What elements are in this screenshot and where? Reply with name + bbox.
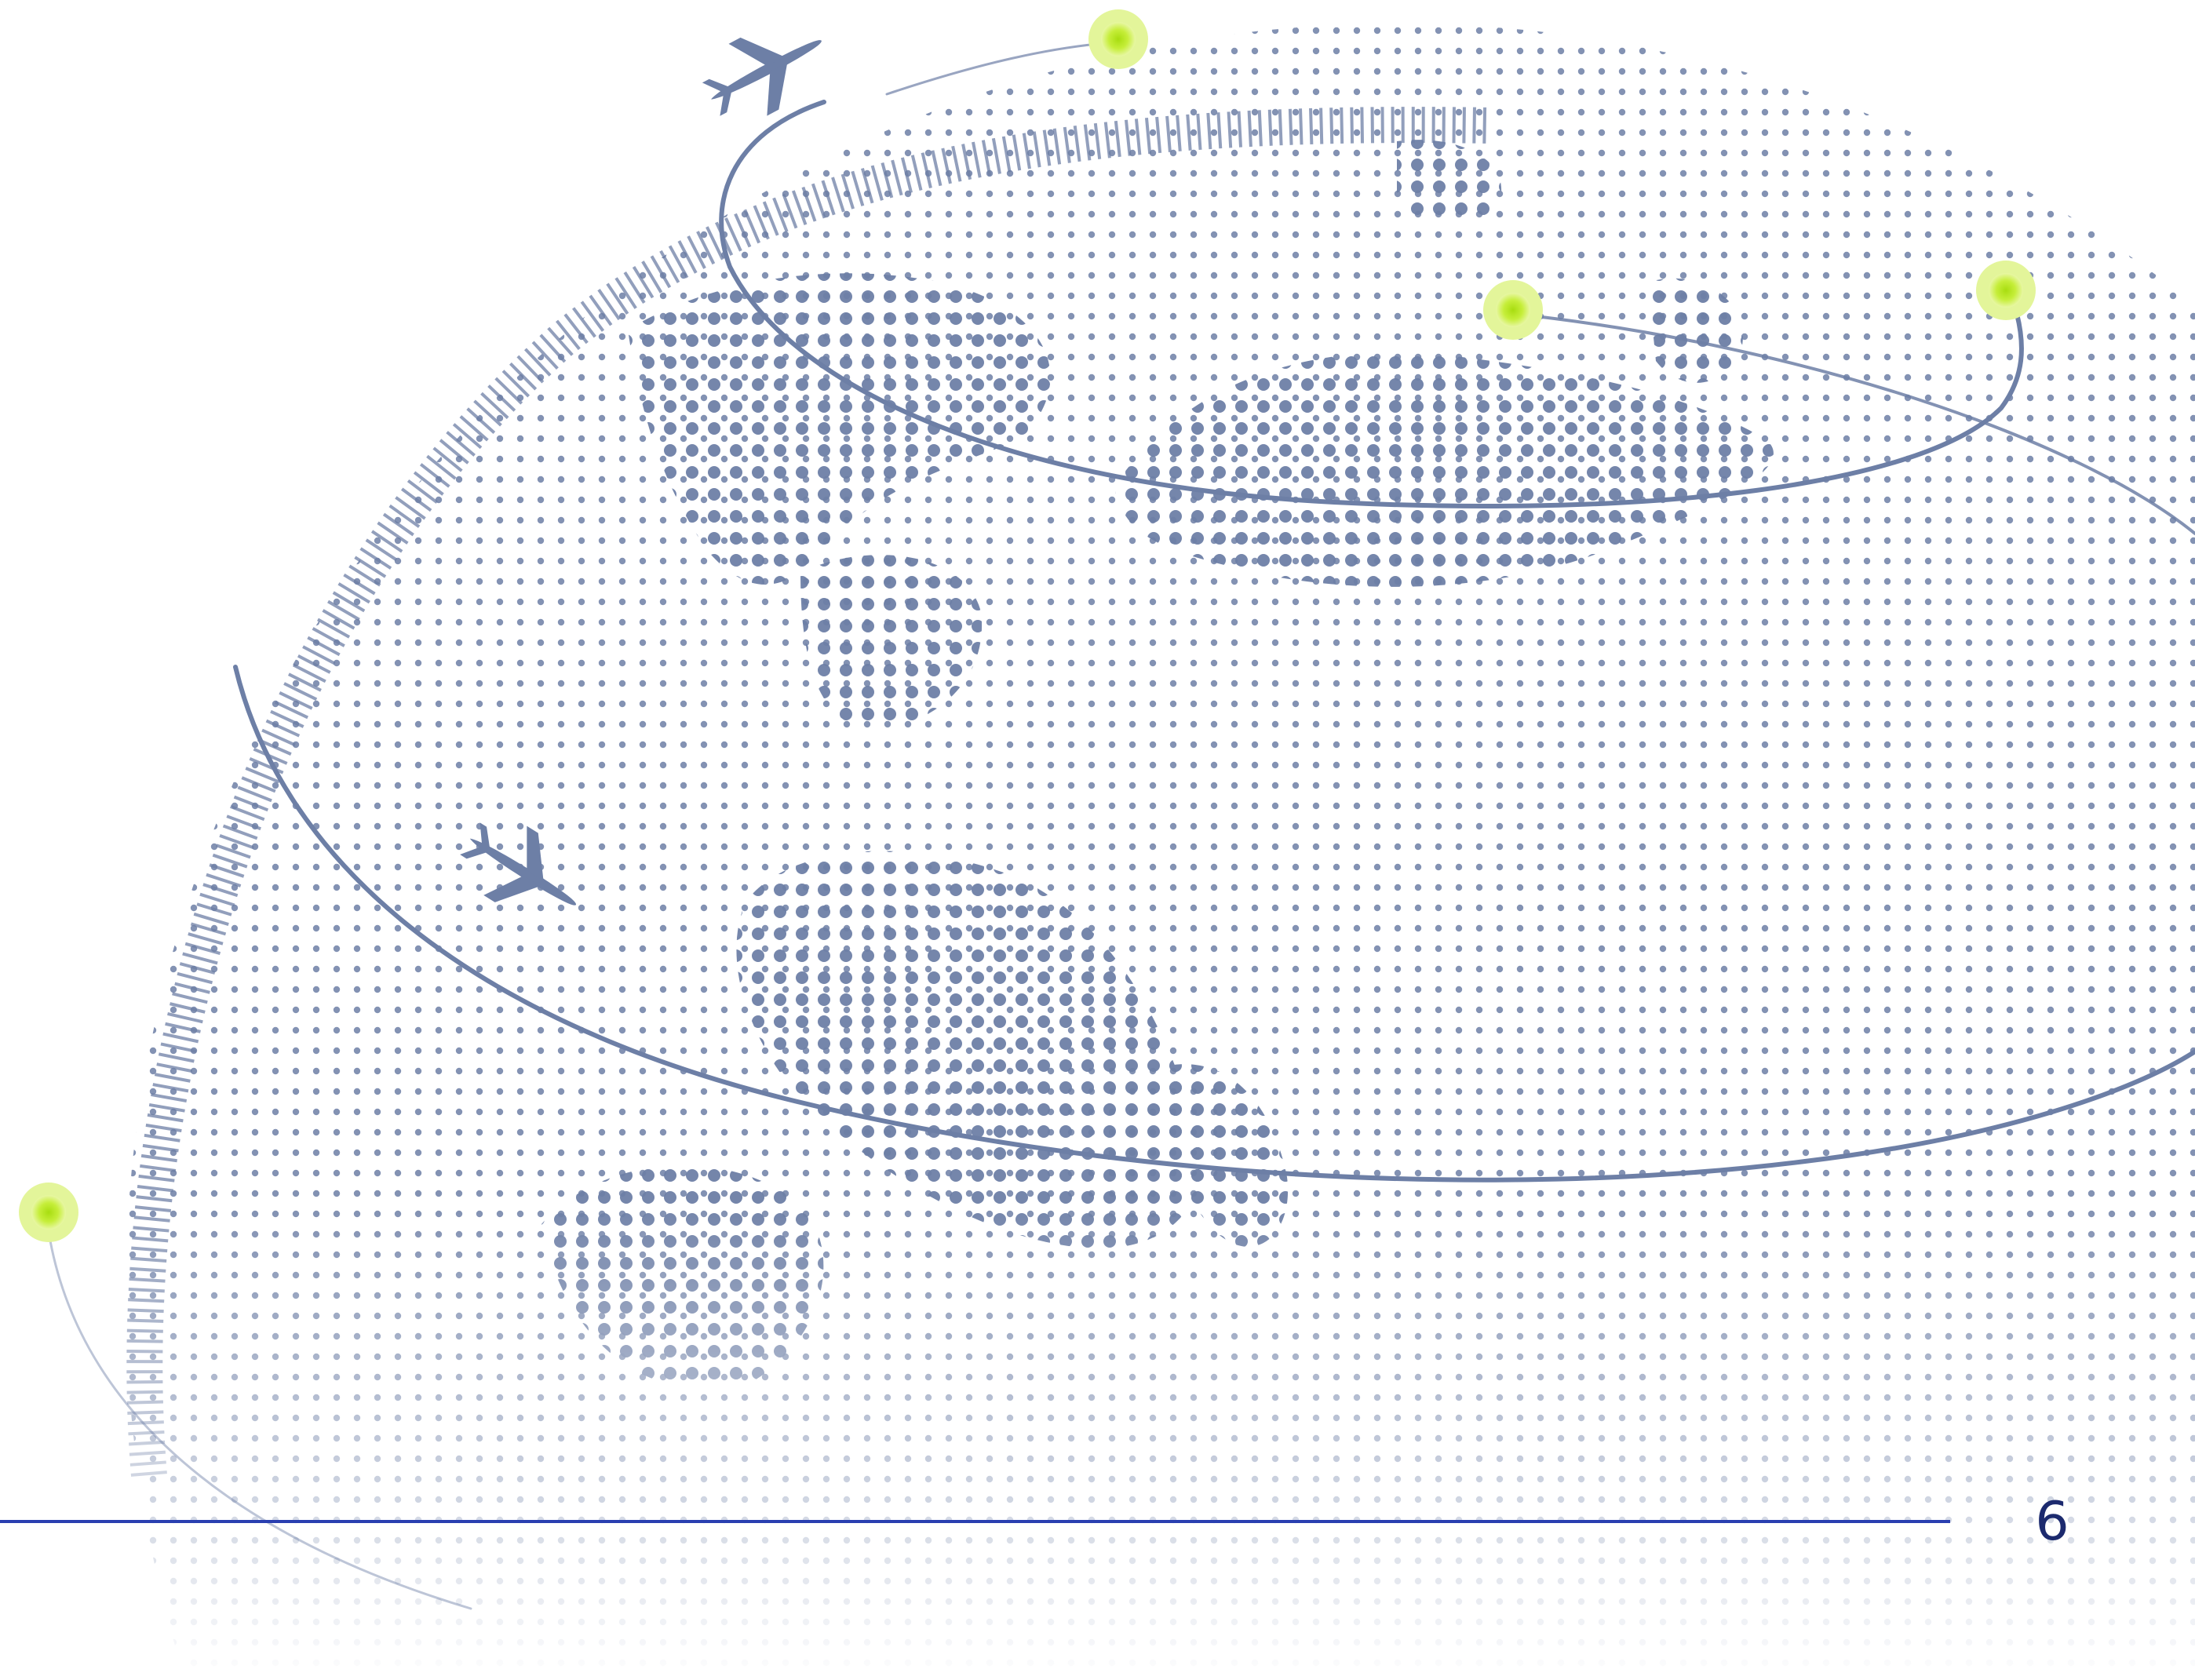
airplane-icon	[460, 822, 576, 906]
footer-divider	[0, 1520, 1950, 1523]
orbit-lines	[47, 41, 2195, 1610]
glowing-dot	[19, 1183, 78, 1242]
glowing-dot	[1976, 261, 2036, 320]
glowing-dot	[1483, 280, 1543, 340]
page-number: 6	[2035, 1491, 2069, 1553]
glowing-dot	[1088, 9, 1148, 69]
airplane-icon	[702, 37, 822, 116]
